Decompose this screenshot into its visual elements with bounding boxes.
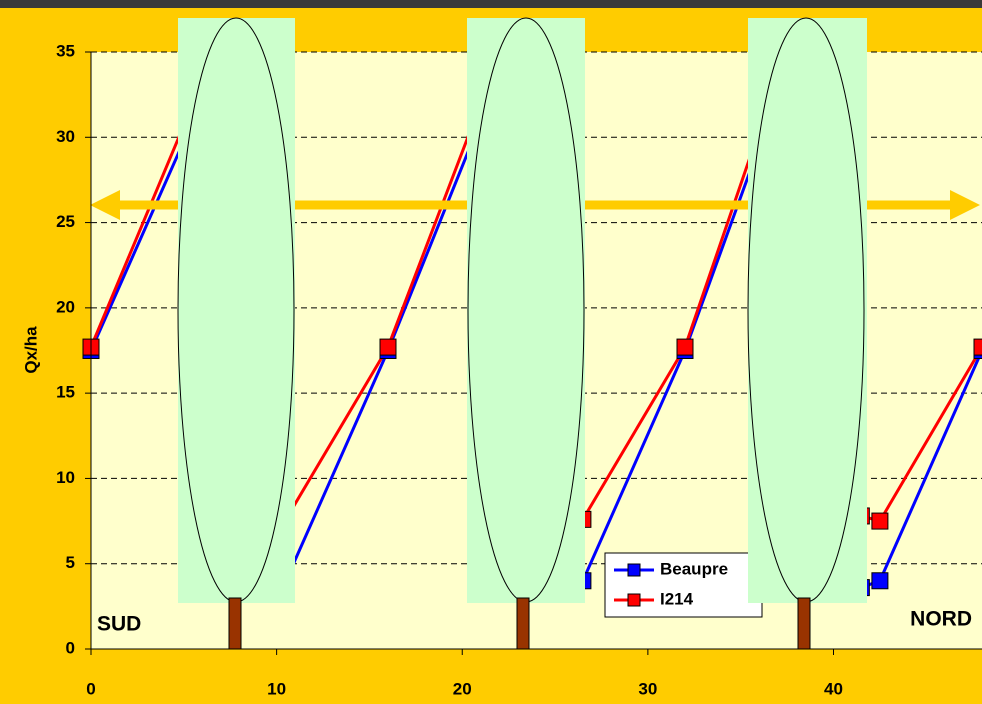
y-tick-label: 25 <box>56 212 75 231</box>
y-axis-label: Qx/ha <box>21 326 40 374</box>
marker <box>871 572 889 590</box>
x-tick-label: 10 <box>267 679 286 698</box>
y-tick-label: 20 <box>56 297 75 316</box>
tree <box>747 17 867 650</box>
x-tick-label: 0 <box>86 679 95 698</box>
tree <box>177 17 295 650</box>
tree <box>467 17 585 650</box>
tree-trunk <box>797 597 811 650</box>
top-strip <box>0 0 982 8</box>
y-tick-label: 35 <box>56 41 75 60</box>
y-tick-label: 30 <box>56 127 75 146</box>
x-tick-label: 30 <box>638 679 657 698</box>
x-tick-label: 40 <box>824 679 843 698</box>
arrow-head <box>90 190 120 220</box>
marker <box>676 338 694 356</box>
marker <box>973 338 982 356</box>
y-tick-label: 5 <box>66 553 75 572</box>
legend-marker <box>627 593 641 607</box>
arrow-head <box>950 190 980 220</box>
tree-crown <box>747 17 865 603</box>
tree-crown <box>467 17 585 603</box>
tree-crown <box>177 17 295 603</box>
legend-label: I214 <box>660 589 694 608</box>
y-tick-label: 10 <box>56 468 75 487</box>
y-tick-label: 15 <box>56 383 75 402</box>
tree-trunk <box>228 597 242 650</box>
tree-trunk <box>516 597 530 650</box>
marker <box>871 512 889 530</box>
legend-label: Beaupre <box>660 559 728 578</box>
legend: Beaupre I214 <box>604 552 763 618</box>
marker <box>379 338 397 356</box>
axes: 0 5 10 15 20 25 30 35 0 10 20 30 40 <box>56 41 982 698</box>
annotation: SUD <box>97 613 141 636</box>
legend-marker <box>627 563 641 577</box>
y-tick-label: 0 <box>66 638 75 657</box>
x-tick-label: 20 <box>453 679 472 698</box>
annotation: NORD <box>910 608 972 631</box>
